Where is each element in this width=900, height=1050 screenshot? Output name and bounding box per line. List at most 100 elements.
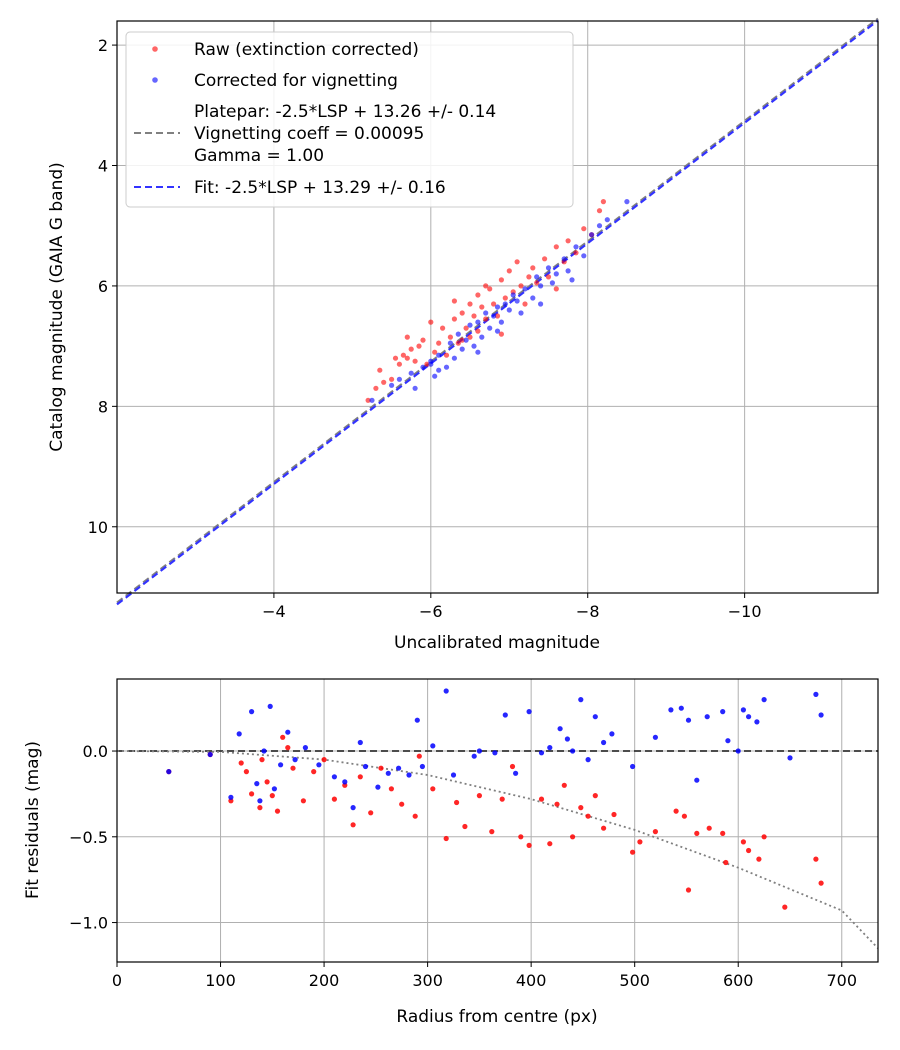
- point-corrected: [604, 217, 610, 223]
- point-raw: [554, 801, 560, 807]
- point-raw: [475, 328, 481, 334]
- point-corrected: [236, 731, 242, 737]
- point-raw: [440, 325, 446, 331]
- point-raw: [530, 265, 536, 271]
- point-corrected: [432, 373, 438, 379]
- point-corrected: [342, 779, 348, 785]
- point-raw: [331, 796, 337, 802]
- point-corrected: [761, 697, 767, 703]
- point-corrected: [494, 304, 501, 310]
- point-corrected: [166, 769, 172, 775]
- point-raw: [596, 208, 603, 214]
- legend-label-corrected: Corrected for vignetting: [194, 71, 398, 91]
- point-raw: [601, 825, 607, 831]
- point-raw: [238, 760, 244, 766]
- point-raw: [475, 292, 481, 298]
- point-raw: [259, 757, 265, 763]
- point-raw: [420, 337, 426, 343]
- point-corrected: [316, 762, 322, 768]
- line-platepar: [116, 17, 879, 604]
- point-raw: [436, 340, 442, 346]
- point-corrected: [538, 301, 544, 307]
- point-raw: [373, 385, 379, 391]
- line-fit: [116, 19, 879, 606]
- point-corrected: [420, 364, 426, 370]
- legend-box: [125, 31, 574, 208]
- point-raw: [404, 355, 410, 361]
- point-corrected: [735, 748, 741, 754]
- point-corrected: [502, 712, 508, 718]
- legend-label-platepar-3: Gamma = 1.00: [194, 146, 324, 166]
- point-raw: [818, 880, 824, 886]
- top-fit-lines: [116, 17, 879, 606]
- point-raw: [600, 199, 607, 205]
- point-corrected: [285, 729, 291, 735]
- point-raw: [782, 904, 788, 910]
- point-raw: [459, 337, 465, 343]
- point-raw: [257, 805, 263, 811]
- point-corrected: [475, 349, 481, 355]
- point-corrected: [570, 748, 576, 754]
- point-corrected: [538, 283, 544, 289]
- top-scatter-points: [365, 199, 630, 403]
- top-x-axis-label: Uncalibrated magnitude: [394, 633, 600, 653]
- point-corrected: [408, 370, 414, 376]
- point-raw: [746, 847, 752, 854]
- x-tick-label: −10: [728, 602, 762, 621]
- point-raw: [321, 757, 327, 763]
- point-corrected: [483, 310, 489, 316]
- point-corrected: [350, 805, 356, 811]
- point-corrected: [589, 232, 595, 238]
- point-raw: [311, 769, 317, 775]
- point-raw: [553, 244, 559, 250]
- legend-marker-corrected: [152, 77, 158, 83]
- point-raw: [740, 839, 747, 845]
- legend-marker-raw: [152, 46, 158, 52]
- point-raw: [388, 786, 394, 792]
- point-raw: [290, 765, 296, 771]
- point-raw: [553, 286, 559, 292]
- point-raw: [706, 825, 712, 831]
- point-corrected: [389, 382, 395, 388]
- bottom-plot-frame: [116, 678, 879, 963]
- point-corrected: [228, 794, 234, 800]
- point-corrected: [502, 301, 508, 307]
- point-corrected: [436, 367, 442, 373]
- point-raw: [720, 830, 726, 837]
- point-corrected: [443, 688, 449, 694]
- point-raw: [428, 319, 434, 325]
- point-corrected: [396, 376, 402, 382]
- point-raw: [471, 313, 477, 319]
- point-corrected: [451, 355, 457, 361]
- point-raw: [534, 280, 540, 286]
- point-corrected: [685, 717, 692, 723]
- x-tick-label: 700: [826, 971, 857, 990]
- point-corrected: [530, 295, 536, 301]
- point-corrected: [450, 772, 457, 778]
- point-corrected: [668, 707, 674, 713]
- y-tick-label: 0.0: [83, 742, 108, 761]
- point-raw: [377, 367, 383, 373]
- x-tick-label: 600: [723, 971, 754, 990]
- y-tick-label: −1.0: [69, 914, 108, 933]
- point-raw: [522, 301, 528, 307]
- point-raw: [542, 256, 548, 262]
- point-raw: [538, 796, 545, 802]
- point-corrected: [302, 745, 308, 751]
- point-raw: [381, 379, 387, 385]
- point-corrected: [436, 352, 442, 358]
- point-corrected: [459, 346, 465, 352]
- point-corrected: [813, 691, 819, 698]
- legend-label-platepar-1: Platepar: -2.5*LSP + 13.26 +/- 0.14: [194, 102, 496, 122]
- point-raw: [518, 283, 524, 289]
- point-raw: [462, 823, 468, 830]
- point-raw: [463, 325, 469, 331]
- point-raw: [389, 376, 395, 382]
- point-corrected: [428, 361, 434, 367]
- legend-label-raw: Raw (extinction corrected): [194, 40, 419, 60]
- point-corrected: [261, 748, 267, 754]
- point-corrected: [725, 738, 731, 744]
- point-corrected: [740, 707, 747, 713]
- point-corrected: [573, 244, 579, 250]
- top-panel: −4 −6 −8 −10 2 4 6 8 10 Uncalibrated magnitude C…: [47, 17, 879, 653]
